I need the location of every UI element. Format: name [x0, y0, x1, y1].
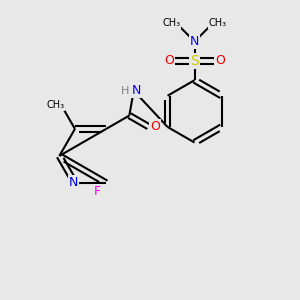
Text: S: S: [190, 54, 199, 68]
Text: N: N: [69, 176, 78, 190]
Text: O: O: [215, 54, 225, 67]
Text: CH₃: CH₃: [162, 18, 181, 28]
Text: H: H: [121, 86, 130, 96]
Text: CH₃: CH₃: [209, 18, 227, 28]
Text: O: O: [164, 54, 174, 67]
Text: O: O: [150, 120, 160, 133]
Text: F: F: [94, 185, 101, 198]
Text: CH₃: CH₃: [46, 100, 64, 110]
Text: N: N: [190, 35, 199, 48]
Text: N: N: [132, 84, 141, 97]
